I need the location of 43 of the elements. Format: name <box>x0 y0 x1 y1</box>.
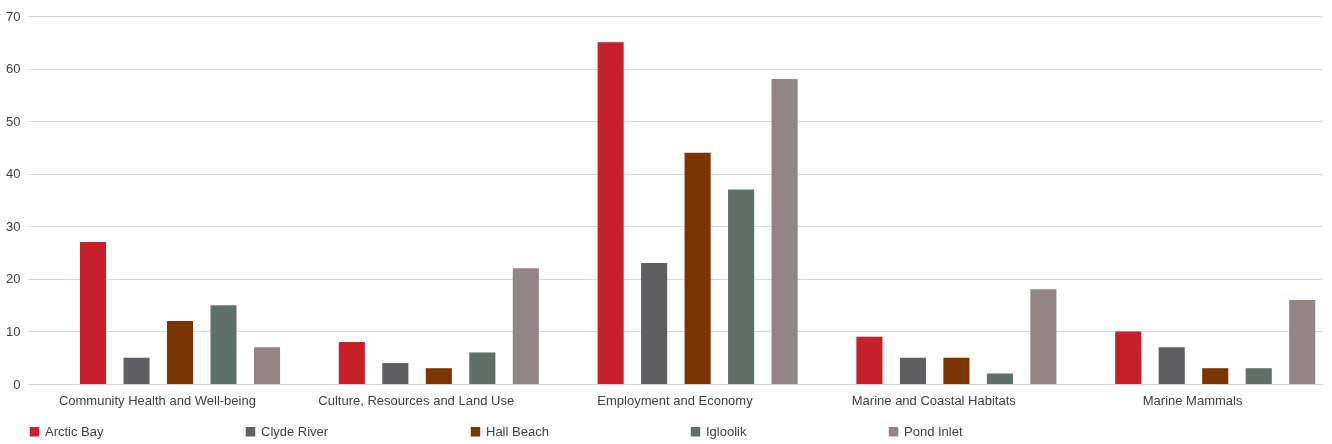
x-tick-label: Marine and Coastal Habitats <box>851 392 1017 408</box>
bar <box>512 268 539 384</box>
bar <box>856 336 883 384</box>
legend-label: Clyde River <box>261 423 329 439</box>
bar <box>771 79 798 384</box>
y-tick-label: 50 <box>6 113 21 129</box>
bar <box>943 357 970 384</box>
bar <box>338 341 365 384</box>
bar <box>986 373 1013 384</box>
bar <box>123 357 150 384</box>
bar <box>79 242 107 384</box>
bar <box>641 263 668 384</box>
y-tick-label: 0 <box>13 376 21 392</box>
x-tick-label: Community Health and Well-being <box>58 392 256 408</box>
legend-label: Arctic Bay <box>45 423 105 439</box>
bar <box>684 152 711 384</box>
y-tick-label: 20 <box>6 271 21 287</box>
legend-label: Pond Inlet <box>904 423 963 439</box>
bar <box>253 347 281 384</box>
bar <box>382 362 409 384</box>
bar <box>469 352 496 384</box>
bar <box>425 368 452 384</box>
bar <box>1115 331 1142 384</box>
y-tick-label: 70 <box>6 8 21 24</box>
y-tick-label: 40 <box>6 166 21 182</box>
y-tick-label: 30 <box>6 218 21 234</box>
x-tick-label: Culture, Resources and Land Use <box>318 392 515 408</box>
y-tick-label: 10 <box>6 323 21 339</box>
legend-label: Igloolik <box>706 423 747 439</box>
bar <box>1202 368 1229 384</box>
bar <box>1245 368 1272 384</box>
x-tick-label: Marine Mammals <box>1142 392 1243 408</box>
bar <box>166 320 194 384</box>
bar <box>1030 289 1057 384</box>
bar <box>899 357 926 384</box>
x-tick-label: Employment and Economy <box>597 392 754 408</box>
bar <box>1158 347 1185 384</box>
bar <box>728 189 755 384</box>
y-tick-label: 60 <box>6 61 21 77</box>
legend-label: Hall Beach <box>486 423 549 439</box>
bar <box>210 305 237 384</box>
bar <box>597 42 624 384</box>
bar <box>1289 299 1316 384</box>
